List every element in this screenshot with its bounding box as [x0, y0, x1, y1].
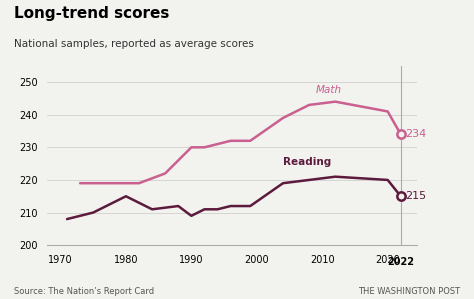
- Text: 2022: 2022: [387, 257, 414, 267]
- Text: 234: 234: [405, 129, 426, 139]
- Text: Reading: Reading: [283, 157, 331, 167]
- Text: 215: 215: [405, 191, 426, 201]
- Text: Math: Math: [316, 85, 342, 95]
- Text: Long-trend scores: Long-trend scores: [14, 6, 170, 21]
- Text: THE WASHINGTON POST: THE WASHINGTON POST: [358, 287, 460, 296]
- Text: Source: The Nation’s Report Card: Source: The Nation’s Report Card: [14, 287, 155, 296]
- Text: National samples, reported as average scores: National samples, reported as average sc…: [14, 39, 254, 49]
